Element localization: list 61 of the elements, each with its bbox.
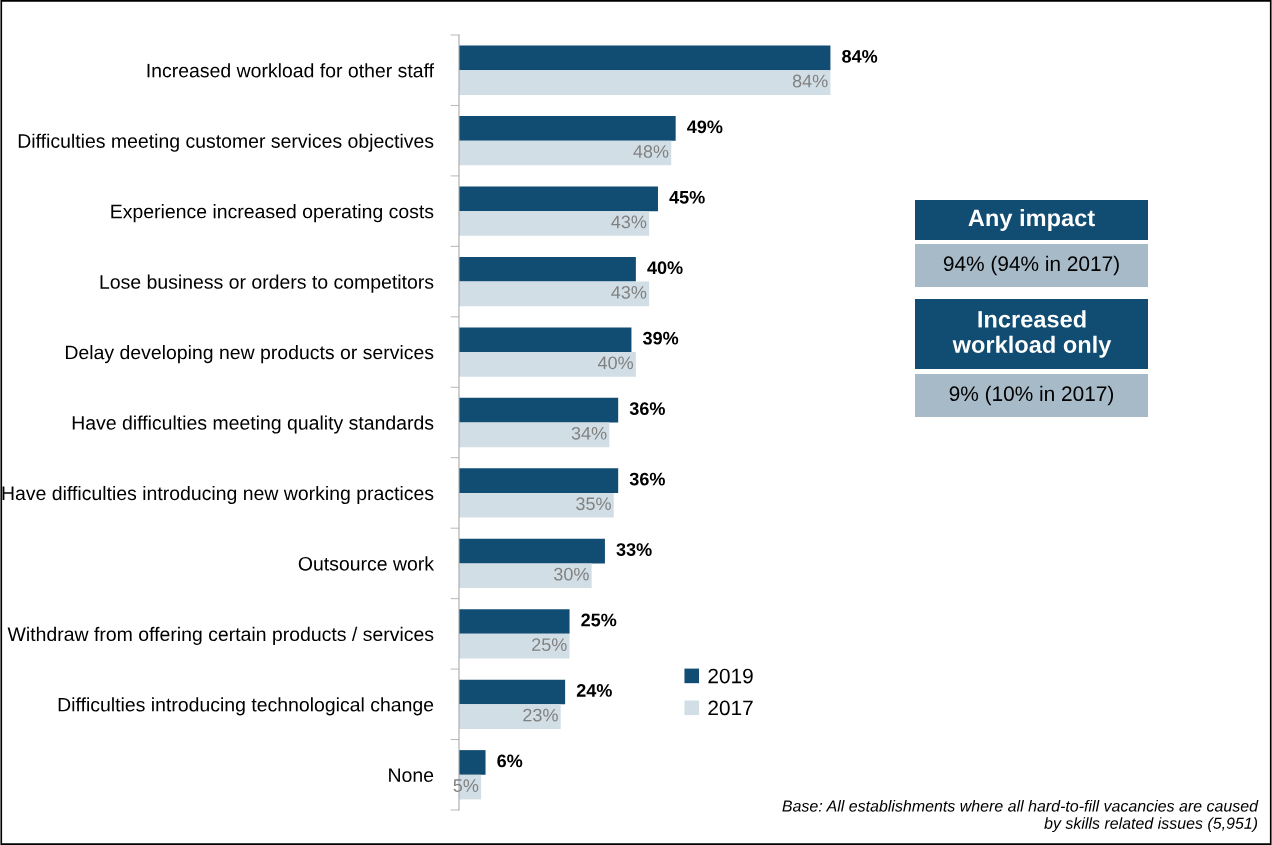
data-label: 23%: [523, 708, 558, 722]
y-tick-label: None: [389, 768, 434, 783]
bar: [459, 281, 650, 307]
legend-label: 2017: [708, 700, 753, 716]
data-label: 34%: [571, 426, 607, 440]
bar: [459, 397, 619, 423]
y-tick-label: Difficulties meeting customer services objectives: [18, 133, 434, 152]
bar: [459, 538, 605, 564]
bar: [459, 45, 831, 71]
y-tick-label: Have difficulties introducing new working practices: [2, 485, 434, 505]
bar: [459, 140, 672, 166]
y-tick-label: Delay developing new products or services: [65, 345, 434, 364]
bar: [459, 70, 831, 95]
y-tick-label: Withdraw from offering certain products / services: [7, 626, 434, 645]
text: 9% (10% in 2017): [949, 385, 1114, 406]
annotation: Base: All establishments where all hard-to-fill vacancies are caused by skills related issues (5,951): [782, 799, 1259, 833]
data-label: 25%: [581, 613, 617, 627]
y-tick-label: Outsource work: [298, 556, 435, 571]
data-label: 6%: [497, 754, 523, 768]
bar: [459, 750, 486, 775]
data-label: 49%: [687, 120, 723, 134]
data-label: 39%: [642, 331, 679, 345]
bar: [459, 116, 676, 141]
data-label: 43%: [611, 285, 647, 299]
data-label: 40%: [597, 356, 634, 370]
y-tick-label: Experience increased operating costs: [111, 204, 434, 223]
y-tick-label: Lose business or orders to competitors: [100, 274, 434, 293]
data-label: 40%: [647, 261, 683, 275]
bar: [459, 704, 561, 729]
data-label: 84%: [792, 74, 828, 88]
bar: [459, 468, 619, 493]
y-tick-label: Increased workload for other staff: [147, 63, 435, 78]
bar: [459, 186, 658, 212]
bar: [459, 609, 570, 634]
data-label: 24%: [576, 684, 612, 697]
data-label: 25%: [532, 638, 567, 652]
data-label: 36%: [629, 402, 665, 416]
data-label: 5%: [453, 779, 479, 792]
data-label: 35%: [576, 497, 611, 511]
data-label: 45%: [669, 190, 705, 204]
text: Increased workload only: [952, 310, 1112, 358]
data-label: 33%: [616, 543, 652, 556]
y-tick-label: Difficulties introducing technological change: [58, 697, 434, 716]
bar: [459, 256, 636, 282]
data-label: 48%: [633, 145, 669, 158]
data-label: 30%: [553, 567, 589, 581]
data-label: 84%: [842, 49, 878, 63]
bar: [459, 422, 610, 448]
bar: [459, 327, 632, 353]
text: 94% (94% in 2017): [943, 255, 1119, 276]
bar: [459, 563, 592, 589]
bar: [459, 352, 636, 377]
data-label: 36%: [629, 472, 665, 486]
text: Any impact: [968, 209, 1095, 231]
bar: [459, 211, 650, 236]
y-tick-label: Have difficulties meeting quality standards: [72, 415, 434, 434]
bar: [459, 633, 570, 659]
bar: [459, 492, 614, 518]
legend-label: 2019: [708, 668, 753, 684]
bar: [459, 679, 566, 705]
data-label: 43%: [611, 215, 647, 229]
